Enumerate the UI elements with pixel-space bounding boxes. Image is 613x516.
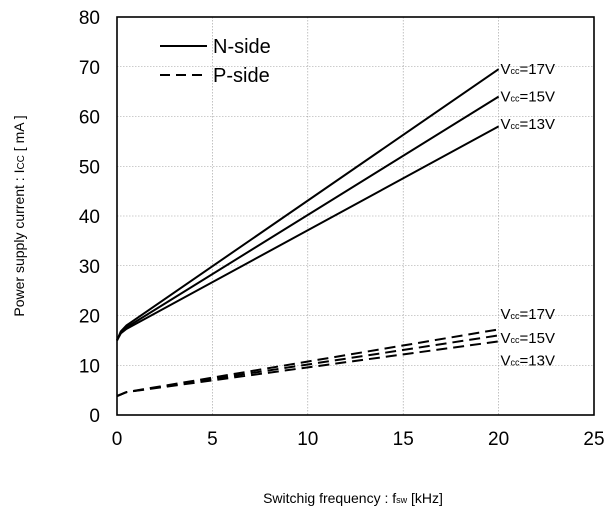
annotation-vcc-13v-2: Vcc=13V [501,116,555,133]
annotation-vcc-15v-1: Vcc=15V [501,89,555,106]
y-tick-label-10: 10 [79,356,100,377]
y-tick-label-60: 60 [79,108,100,129]
y-tick-label-30: 30 [79,257,100,278]
y-tick-label-70: 70 [79,58,100,79]
x-axis-label: Switchig frequency : fsw [kHz] [263,490,443,506]
annotation-vcc-17v-3: Vcc=17V [501,306,555,323]
n-side-line-vcc-13v [116,125,500,341]
y-tick-label-0: 0 [89,406,100,427]
y-tick-label-40: 40 [79,207,100,228]
plot-frame [116,16,595,416]
legend: N-side P-side [160,36,271,87]
annotation-vcc-13v-5: Vcc=13V [501,352,555,369]
annotation-vcc-15v-4: Vcc=15V [501,330,555,347]
x-tick-label-0: 0 [112,429,123,450]
x-tick-label-15: 15 [393,429,414,450]
p-side-line-vcc-13v [116,340,499,398]
x-tick-label-5: 5 [207,429,218,450]
y-tick-label-20: 20 [79,307,100,328]
x-tick-label-20: 20 [488,429,509,450]
vcc-annotations: Vcc=17V Vcc=15V Vcc=13V Vcc=17V Vcc=15V Vcc=1… [501,61,555,369]
series-lines [116,68,500,398]
y-tick-label-80: 80 [79,8,100,29]
y-axis-label: Power supply current : ICC [ mA ] [11,115,27,316]
x-tick-label-25: 25 [583,429,604,450]
tick-labels: 0 5 10 15 20 25 0 10 20 30 40 50 60 70 80 [79,8,605,450]
y-tick-label-50: 50 [79,157,100,178]
annotation-vcc-17v-0: Vcc=17V [501,61,555,78]
legend-label-n-side: N-side [213,36,271,58]
x-tick-label-10: 10 [297,429,318,450]
legend-label-p-side: P-side [213,65,270,87]
